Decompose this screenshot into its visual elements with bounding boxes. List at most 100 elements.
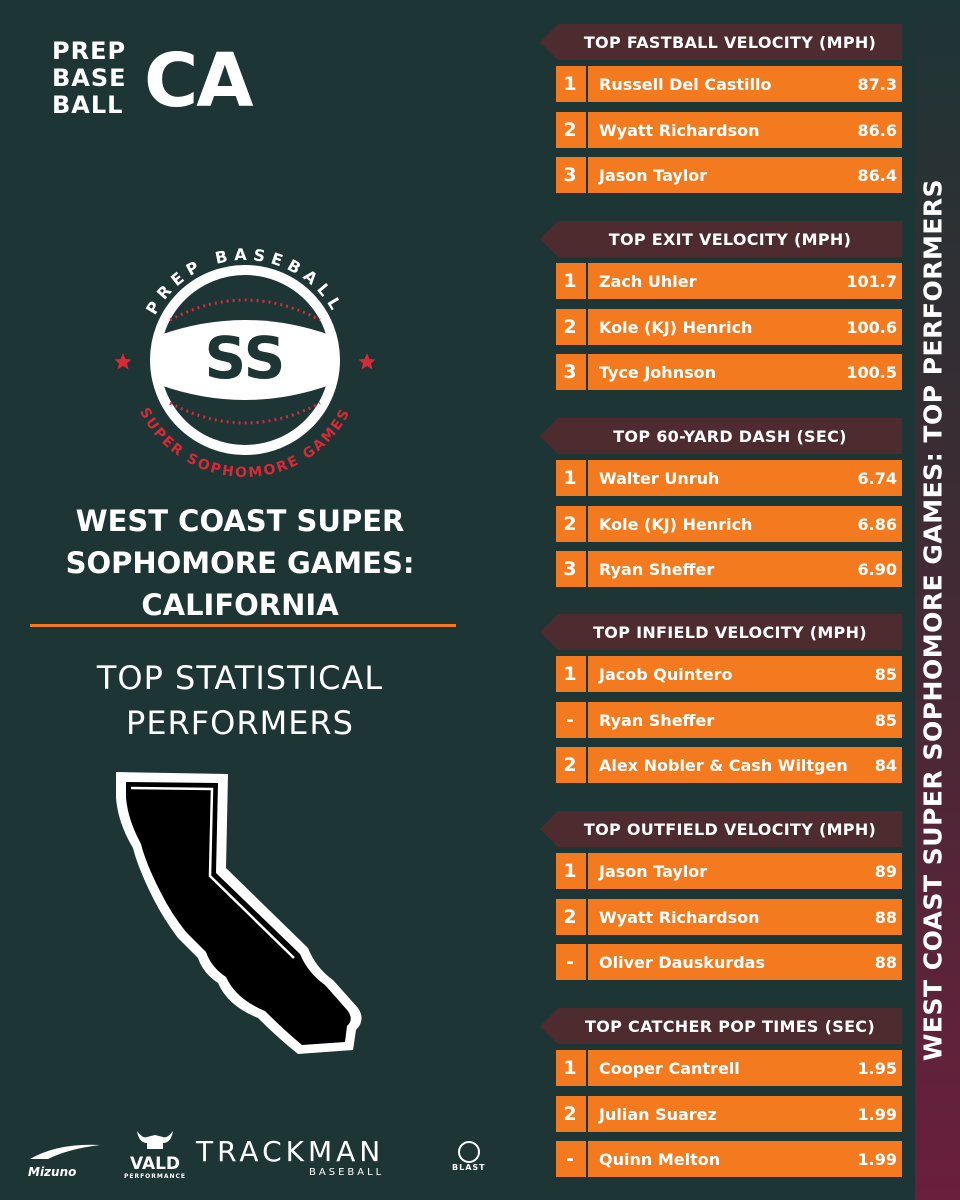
rank-divider	[586, 944, 588, 980]
leaderboard-row: 1 Jason Taylor 89	[556, 853, 902, 889]
rank: -	[566, 709, 574, 731]
player-name: Jacob Quintero	[599, 664, 733, 684]
orange-divider	[30, 624, 456, 627]
star-icon	[114, 353, 132, 370]
logo-word-ball: BALL	[52, 91, 124, 119]
super-sophomore-games-emblem: SS PREP BASEBALL SUPER SOPHOMORE GAMES	[114, 245, 376, 481]
rank-divider	[586, 309, 588, 345]
leaderboard-row: 2 Wyatt Richardson 88	[556, 899, 902, 935]
stat-value: 100.5	[846, 362, 897, 382]
leaderboard-row: 3 Tyce Johnson 100.5	[556, 354, 902, 390]
map-fill	[126, 782, 351, 1045]
stat-value: 88	[874, 952, 897, 972]
stat-value: 86.6	[857, 120, 897, 140]
leaderboard-row: 2 Kole (KJ) Henrich 6.86	[556, 506, 902, 542]
logo-region: CA	[144, 38, 254, 124]
side-banner	[915, 0, 960, 1200]
rank: 1	[563, 860, 577, 882]
rank: 3	[563, 361, 577, 383]
player-name: Alex Nobler & Cash Wiltgen	[599, 755, 848, 775]
leaderboard-row: 3 Ryan Sheffer 6.90	[556, 551, 902, 587]
rank: 1	[563, 467, 577, 489]
player-name: Jason Taylor	[599, 165, 708, 185]
stitch-top	[169, 298, 321, 322]
vald-logo: VALD PERFORMANCE	[120, 1129, 190, 1180]
rank: 2	[563, 754, 577, 776]
stat-value: 6.86	[857, 514, 897, 534]
logo-words: PREP BASE BALL	[52, 38, 127, 119]
viking-helmet-icon	[137, 1131, 173, 1149]
rank: 2	[563, 1103, 577, 1125]
blast-label: BLAST	[452, 1163, 486, 1172]
rank: 1	[563, 73, 577, 95]
stat-value: 85	[874, 664, 897, 684]
category-block: TOP FASTBALL VELOCITY (MPH) 1 Russell Del …	[540, 24, 902, 193]
rank-divider	[586, 551, 588, 587]
rank-divider	[586, 853, 588, 889]
category-title: TOP CATCHER POP TIMES (SEC)	[540, 1008, 902, 1044]
stat-value: 100.6	[846, 317, 897, 337]
rank-divider	[586, 354, 588, 390]
player-name: Wyatt Richardson	[599, 907, 760, 927]
rank-divider	[586, 112, 588, 148]
stitch-bottom	[169, 401, 321, 425]
player-name: Ryan Sheffer	[599, 559, 715, 579]
leaderboard-row: - Quinn Melton 1.99	[556, 1141, 902, 1177]
category-block: TOP 60-YARD DASH (SEC) 1 Walter Unruh 6.74 2…	[540, 418, 902, 587]
leaderboard-row: 2 Kole (KJ) Henrich 100.6	[556, 309, 902, 345]
stat-value: 101.7	[846, 271, 897, 291]
logo-word-prep: PREP	[52, 37, 127, 65]
leaderboard-row: 1 Zach Uhler 101.7	[556, 263, 902, 299]
leaderboard-row: 2 Alex Nobler & Cash Wiltgen 84	[556, 747, 902, 783]
rank-divider	[586, 656, 588, 692]
leaderboard-row: 1 Jacob Quintero 85	[556, 656, 902, 692]
category-block: TOP OUTFIELD VELOCITY (MPH) 1 Jason Taylor…	[540, 811, 902, 980]
leaderboard-row: 3 Jason Taylor 86.4	[556, 157, 902, 193]
leaderboard-row: 1 Walter Unruh 6.74	[556, 460, 902, 496]
stat-value: 85	[874, 710, 897, 730]
rank: -	[566, 951, 574, 973]
mizuno-logo: Mizuno	[28, 1143, 102, 1179]
stat-value: 1.99	[857, 1104, 897, 1124]
player-name: Julian Suarez	[599, 1104, 717, 1124]
player-name: Tyce Johnson	[599, 362, 716, 382]
rank: -	[566, 1148, 574, 1170]
rank: 2	[563, 316, 577, 338]
leaderboard-row: 1 Russell Del Castillo 87.3	[556, 66, 902, 102]
rank: 1	[563, 1057, 577, 1079]
leaderboard-row: 1 Cooper Cantrell 1.95	[556, 1050, 902, 1086]
category-title: TOP OUTFIELD VELOCITY (MPH)	[540, 811, 902, 847]
map-inner-line	[130, 786, 295, 959]
player-name: Kole (KJ) Henrich	[599, 317, 753, 337]
category-title: TOP INFIELD VELOCITY (MPH)	[540, 614, 902, 650]
rank-divider	[586, 899, 588, 935]
rank-divider	[586, 1050, 588, 1086]
stat-value: 6.90	[857, 559, 897, 579]
category-block: TOP CATCHER POP TIMES (SEC) 1 Cooper Cantr…	[540, 1008, 902, 1177]
rank-divider	[586, 66, 588, 102]
player-name: Ryan Sheffer	[599, 710, 715, 730]
rank-divider	[586, 506, 588, 542]
stat-value: 86.4	[857, 165, 897, 185]
leaderboard-row: 2 Wyatt Richardson 86.6	[556, 112, 902, 148]
california-map-icon	[116, 772, 362, 1054]
leaderboard-row: 2 Julian Suarez 1.99	[556, 1096, 902, 1132]
rank: 1	[563, 270, 577, 292]
rank: 2	[563, 119, 577, 141]
category-title: TOP 60-YARD DASH (SEC)	[540, 418, 902, 454]
trackman-logo: TRACKMAN BASEBALL	[196, 1137, 384, 1179]
player-name: Kole (KJ) Henrich	[599, 514, 753, 534]
stat-value: 88	[874, 907, 897, 927]
stat-value: 6.74	[857, 468, 897, 488]
player-name: Walter Unruh	[599, 468, 720, 488]
leaderboard-row: - Oliver Dauskurdas 88	[556, 944, 902, 980]
side-label: WEST COAST SUPER SOPHOMORE GAMES: TOP PE…	[918, 178, 948, 1062]
star-icon	[358, 353, 376, 370]
rank-divider	[586, 157, 588, 193]
stat-value: 1.95	[857, 1058, 897, 1078]
player-name: Russell Del Castillo	[599, 74, 772, 94]
rank: 3	[563, 164, 577, 186]
rank-divider	[586, 460, 588, 496]
player-name: Oliver Dauskurdas	[599, 952, 765, 972]
stat-value: 84	[874, 755, 897, 775]
